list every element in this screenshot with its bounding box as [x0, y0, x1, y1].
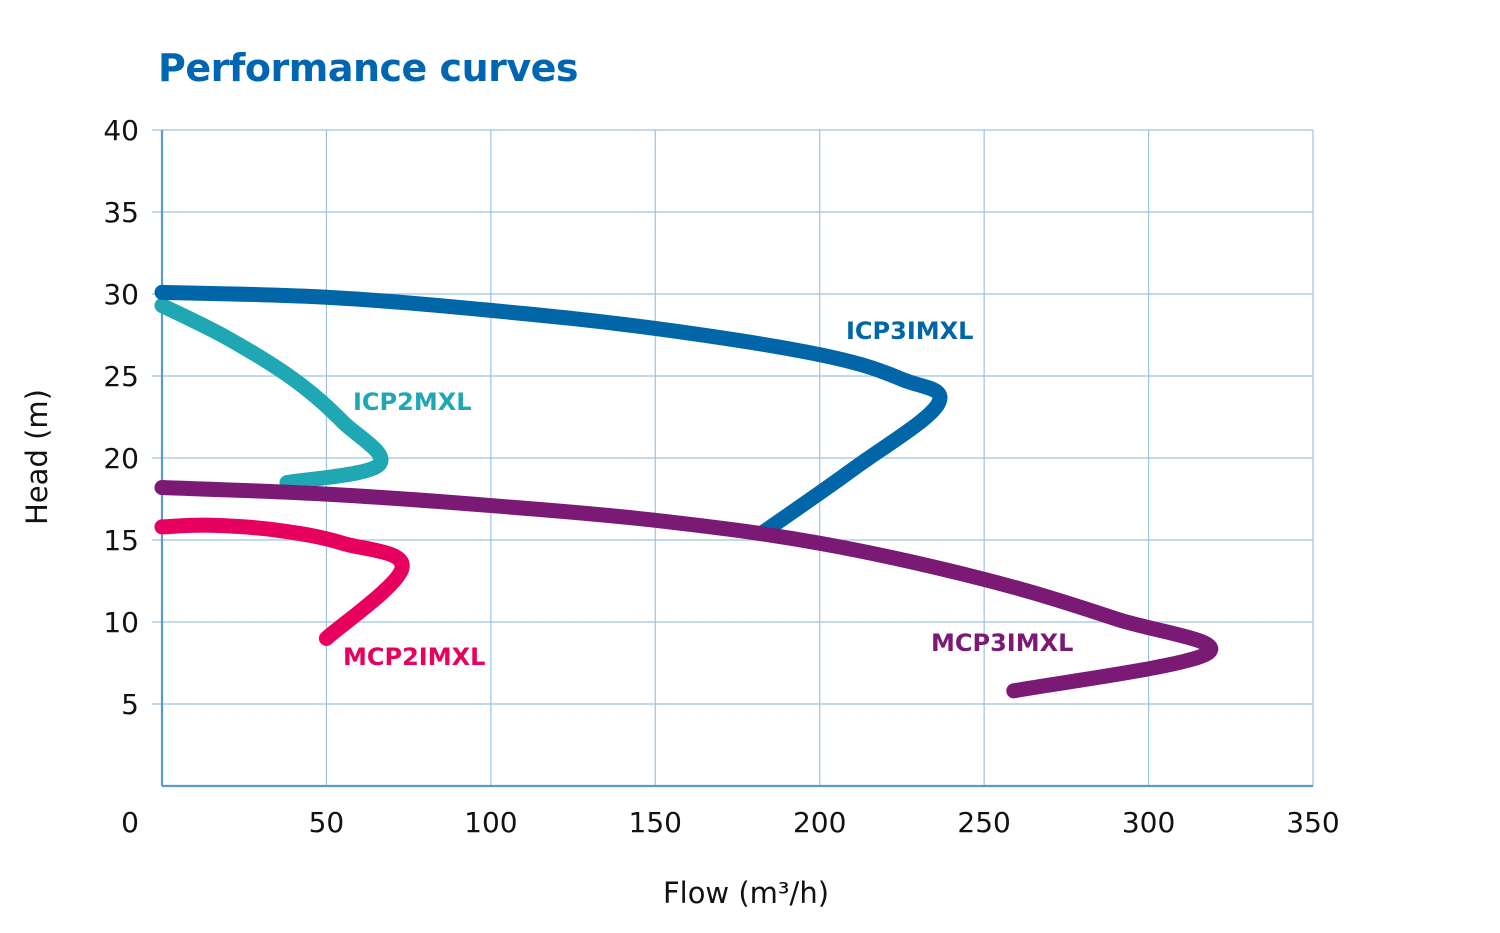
- y-axis-label: Head (m): [20, 389, 54, 525]
- y-tick-label: 25: [103, 360, 139, 393]
- tick-labels: 0 50 100 150 200 250 300 350 5 10 15 20 25 30 35 40: [103, 114, 1339, 839]
- y-tick-label: 30: [103, 278, 139, 311]
- x-tick-label: 250: [957, 806, 1010, 839]
- x-tick-label: 100: [464, 806, 517, 839]
- x-tick-label: 150: [629, 806, 682, 839]
- series-label-icp2mxl: ICP2MXL: [353, 388, 472, 416]
- series-line-icp2mxl: [154, 297, 389, 491]
- series-curves: [154, 284, 1219, 699]
- y-tick-label: 10: [103, 606, 139, 639]
- chart-title: Performance curves: [158, 46, 579, 90]
- y-tick-label: 20: [103, 442, 139, 475]
- series-line-mcp2imxl: [154, 517, 410, 646]
- series-line-icp3imxl: [154, 284, 948, 540]
- y-tick-label: 35: [103, 196, 139, 229]
- axes: [160, 130, 1313, 788]
- y-tick-label: 40: [103, 114, 139, 147]
- series-label-icp3imxl: ICP3IMXL: [846, 317, 973, 345]
- series-label-mcp2imxl: MCP2IMXL: [343, 643, 485, 671]
- x-tick-label: 350: [1286, 806, 1339, 839]
- x-tick-label: 300: [1122, 806, 1175, 839]
- grid: [152, 129, 1314, 786]
- series-labels: ICP3IMXL ICP2MXL MCP3IMXL MCP2IMXL: [343, 317, 1073, 671]
- y-tick-label: 5: [121, 688, 139, 721]
- x-tick-label: 0: [121, 806, 139, 839]
- x-axis-label: Flow (m³/h): [663, 876, 829, 910]
- x-tick-label: 200: [793, 806, 846, 839]
- series-line-mcp3imxl: [154, 480, 1219, 699]
- x-tick-label: 50: [309, 806, 345, 839]
- y-tick-label: 15: [103, 524, 139, 557]
- series-label-mcp3imxl: MCP3IMXL: [931, 629, 1073, 657]
